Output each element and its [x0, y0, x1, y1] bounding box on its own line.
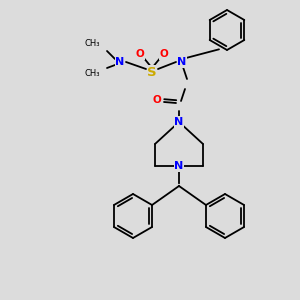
Text: O: O [153, 95, 161, 105]
Text: N: N [174, 117, 184, 127]
Text: O: O [160, 49, 168, 59]
Text: N: N [177, 57, 187, 67]
Text: CH₃: CH₃ [85, 40, 100, 49]
Text: O: O [136, 49, 144, 59]
Text: N: N [116, 57, 124, 67]
Text: N: N [174, 161, 184, 171]
Text: S: S [147, 65, 157, 79]
Text: N: N [174, 117, 184, 127]
Text: CH₃: CH₃ [85, 68, 100, 77]
